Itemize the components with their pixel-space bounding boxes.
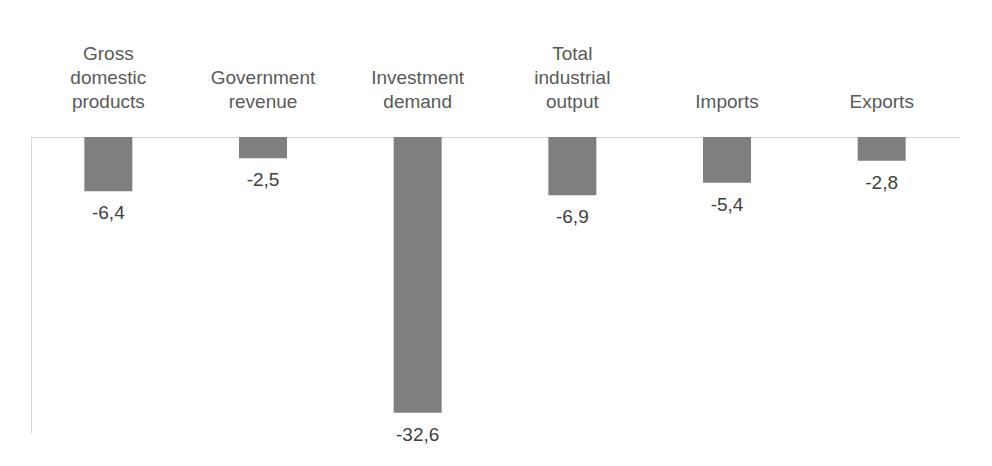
svg-text:demand: demand <box>383 91 452 112</box>
svg-text:Investment: Investment <box>371 67 465 88</box>
svg-text:output: output <box>546 91 600 112</box>
svg-text:-6,9: -6,9 <box>556 206 589 227</box>
svg-text:-2,8: -2,8 <box>865 172 898 193</box>
svg-text:-6,4: -6,4 <box>92 202 125 223</box>
svg-text:industrial: industrial <box>534 67 610 88</box>
svg-text:products: products <box>72 91 145 112</box>
svg-text:-32,6: -32,6 <box>396 424 439 445</box>
svg-text:Government: Government <box>211 67 316 88</box>
svg-text:Total: Total <box>552 43 592 64</box>
svg-text:-2,5: -2,5 <box>247 169 280 190</box>
svg-text:revenue: revenue <box>229 91 298 112</box>
svg-text:Gross: Gross <box>83 43 134 64</box>
svg-text:domestic: domestic <box>70 67 146 88</box>
svg-text:Exports: Exports <box>849 91 913 112</box>
svg-text:-5,4: -5,4 <box>711 194 744 215</box>
svg-text:Imports: Imports <box>695 91 758 112</box>
